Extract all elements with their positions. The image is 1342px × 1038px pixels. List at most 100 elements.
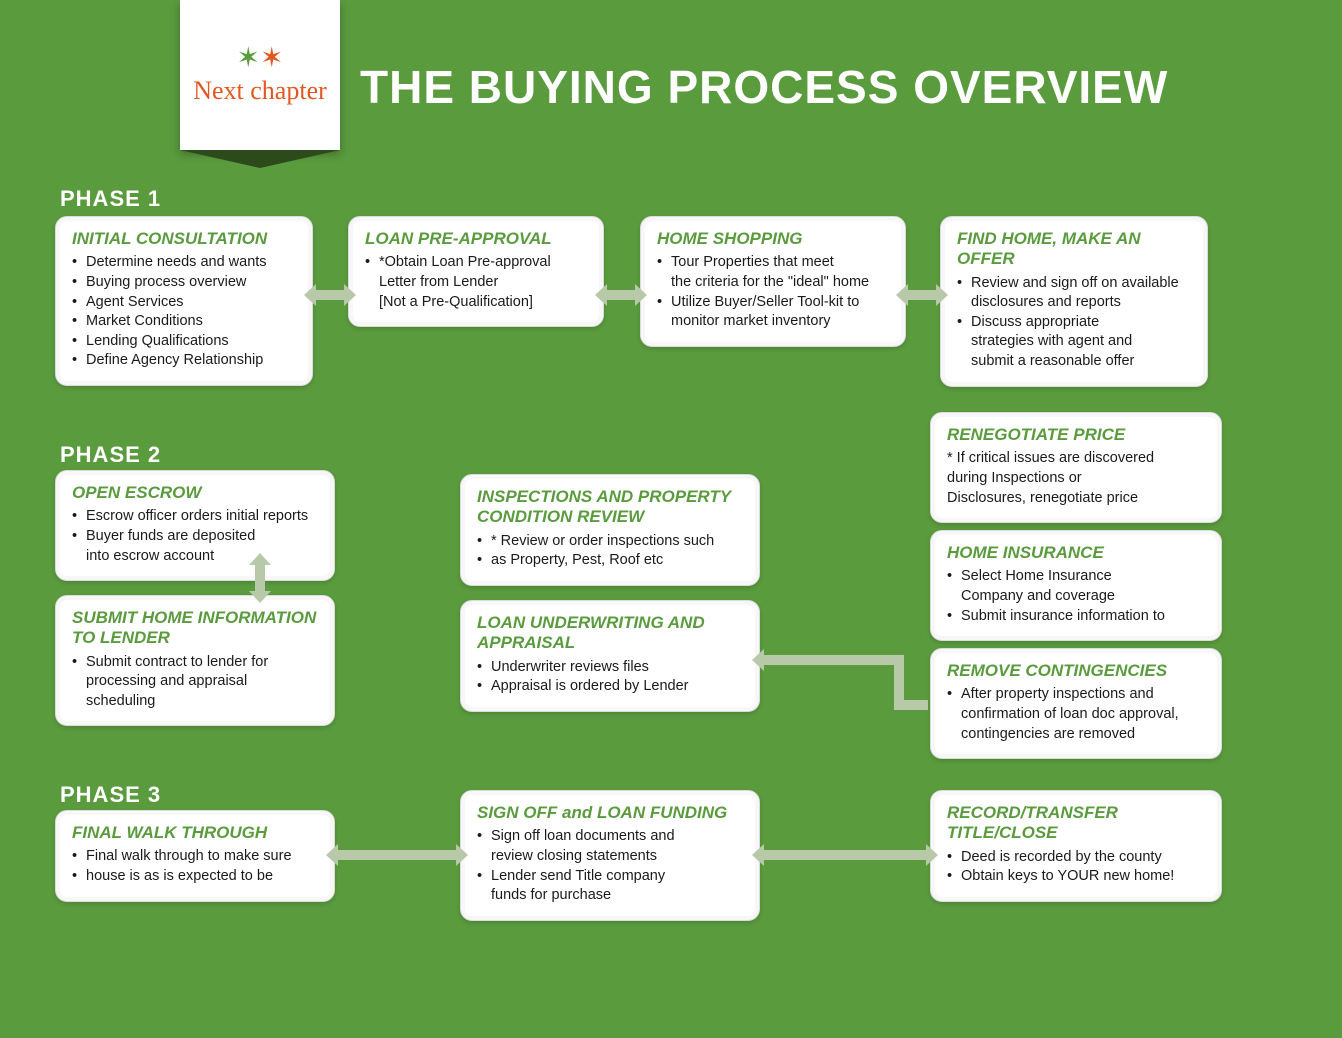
- list-item: Underwriter reviews files: [477, 658, 743, 678]
- list-item: Lending Qualifications: [72, 332, 296, 352]
- list-item: funds for purchase: [477, 886, 743, 906]
- list-item: Define Agency Relationship: [72, 351, 296, 371]
- list-item: Market Conditions: [72, 312, 296, 332]
- list-item: during Inspections or: [947, 469, 1205, 489]
- list-item: contingencies are removed: [947, 725, 1205, 745]
- list-item: [Not a Pre-Qualification]: [365, 293, 587, 313]
- card-title: FINAL WALK THROUGH: [72, 823, 318, 843]
- card-submit-lender: SUBMIT HOME INFORMATION TO LENDER Submit…: [55, 595, 335, 726]
- card-record-close: RECORD/TRANSFER TITLE/CLOSE Deed is reco…: [930, 790, 1222, 902]
- card-inspections: INSPECTIONS AND PROPERTY CONDITION REVIE…: [460, 474, 760, 586]
- list-item: Review and sign off on available: [957, 274, 1191, 294]
- list-item: Submit insurance information to: [947, 607, 1205, 627]
- list-item: house is as is expected to be: [72, 867, 318, 887]
- phase-3-label: PHASE 3: [60, 782, 161, 808]
- connector-line: [764, 655, 902, 665]
- list-item: submit a reasonable offer: [957, 352, 1191, 372]
- card-underwriting: LOAN UNDERWRITING AND APPRAISAL Underwri…: [460, 600, 760, 712]
- logo-star-icon: ✶✶: [237, 44, 284, 72]
- phase-2-label: PHASE 2: [60, 442, 161, 468]
- list-item: monitor market inventory: [657, 312, 889, 332]
- list-item: the criteria for the "ideal" home: [657, 273, 889, 293]
- list-item: Determine needs and wants: [72, 253, 296, 273]
- arrow-icon: [255, 565, 265, 591]
- card-title: INITIAL CONSULTATION: [72, 229, 296, 249]
- card-title: LOAN PRE-APPROVAL: [365, 229, 587, 249]
- list-item: review closing statements: [477, 847, 743, 867]
- card-renegotiate: RENEGOTIATE PRICE * If critical issues a…: [930, 412, 1222, 523]
- list-item: Buyer funds are deposited: [72, 527, 318, 547]
- list-item: Obtain keys to YOUR new home!: [947, 867, 1205, 887]
- list-item: into escrow account: [72, 547, 318, 567]
- card-title: RECORD/TRANSFER TITLE/CLOSE: [947, 803, 1205, 844]
- card-list: Final walk through to make sure house is…: [72, 847, 318, 886]
- list-item: Tour Properties that meet: [657, 253, 889, 273]
- card-title: OPEN ESCROW: [72, 483, 318, 503]
- list-item: strategies with agent and: [957, 332, 1191, 352]
- list-item: After property inspections and: [947, 685, 1205, 705]
- list-item: Final walk through to make sure: [72, 847, 318, 867]
- arrow-icon: [338, 850, 456, 860]
- list-item: Submit contract to lender for: [72, 653, 318, 673]
- card-list: Escrow officer orders initial reports Bu…: [72, 507, 318, 566]
- card-list: Select Home Insurance Company and covera…: [947, 567, 1205, 626]
- card-remove-contingencies: REMOVE CONTINGENCIES After property insp…: [930, 648, 1222, 759]
- card-make-offer: FIND HOME, MAKE AN OFFER Review and sign…: [940, 216, 1208, 387]
- list-item: Sign off loan documents and: [477, 827, 743, 847]
- list-item: Utilize Buyer/Seller Tool-kit to: [657, 293, 889, 313]
- list-item: Agent Services: [72, 293, 296, 313]
- list-item: Escrow officer orders initial reports: [72, 507, 318, 527]
- card-list: Determine needs and wants Buying process…: [72, 253, 296, 370]
- list-item: Lender send Title company: [477, 867, 743, 887]
- logo-brand-text: Next chapter: [193, 76, 327, 106]
- arrow-icon: [316, 290, 344, 300]
- card-list: Sign off loan documents and review closi…: [477, 827, 743, 905]
- card-title: HOME INSURANCE: [947, 543, 1205, 563]
- list-item: confirmation of loan doc approval,: [947, 705, 1205, 725]
- list-item: Deed is recorded by the county: [947, 848, 1205, 868]
- card-title: HOME SHOPPING: [657, 229, 889, 249]
- arrowhead-icon: [752, 649, 764, 671]
- card-title: INSPECTIONS AND PROPERTY CONDITION REVIE…: [477, 487, 743, 528]
- list-item: Discuss appropriate: [957, 313, 1191, 333]
- list-item: Disclosures, renegotiate price: [947, 489, 1205, 509]
- list-item: * Review or order inspections such: [477, 532, 743, 552]
- page-title: THE BUYING PROCESS OVERVIEW: [360, 60, 1168, 114]
- list-item: Appraisal is ordered by Lender: [477, 677, 743, 697]
- card-list: Review and sign off on available disclos…: [957, 274, 1191, 372]
- logo-tab: ✶✶ Next chapter: [180, 0, 340, 150]
- list-item: disclosures and reports: [957, 293, 1191, 313]
- card-list: After property inspections and confirmat…: [947, 685, 1205, 744]
- list-item: Buying process overview: [72, 273, 296, 293]
- card-final-walkthrough: FINAL WALK THROUGH Final walk through to…: [55, 810, 335, 902]
- card-list: Submit contract to lender for processing…: [72, 653, 318, 712]
- arrow-icon: [764, 850, 926, 860]
- card-home-shopping: HOME SHOPPING Tour Properties that meet …: [640, 216, 906, 347]
- card-title: SIGN OFF and LOAN FUNDING: [477, 803, 743, 823]
- list-item: processing and appraisal: [72, 672, 318, 692]
- list-item: Company and coverage: [947, 587, 1205, 607]
- card-title: SUBMIT HOME INFORMATION TO LENDER: [72, 608, 318, 649]
- phase-1-label: PHASE 1: [60, 186, 161, 212]
- card-list: * Review or order inspections such as Pr…: [477, 532, 743, 571]
- card-open-escrow: OPEN ESCROW Escrow officer orders initia…: [55, 470, 335, 581]
- list-item: as Property, Pest, Roof etc: [477, 551, 743, 571]
- connector-line: [894, 700, 928, 710]
- card-list: *Obtain Loan Pre-approval Letter from Le…: [365, 253, 587, 312]
- card-title: RENEGOTIATE PRICE: [947, 425, 1205, 445]
- list-item: * If critical issues are discovered: [947, 449, 1205, 469]
- card-list: * If critical issues are discovered duri…: [947, 449, 1205, 508]
- card-loan-preapproval: LOAN PRE-APPROVAL *Obtain Loan Pre-appro…: [348, 216, 604, 327]
- arrow-icon: [908, 290, 936, 300]
- card-title: FIND HOME, MAKE AN OFFER: [957, 229, 1191, 270]
- card-title: REMOVE CONTINGENCIES: [947, 661, 1205, 681]
- card-initial-consultation: INITIAL CONSULTATION Determine needs and…: [55, 216, 313, 386]
- card-title: LOAN UNDERWRITING AND APPRAISAL: [477, 613, 743, 654]
- card-list: Deed is recorded by the county Obtain ke…: [947, 848, 1205, 887]
- card-list: Tour Properties that meet the criteria f…: [657, 253, 889, 331]
- list-item: Select Home Insurance: [947, 567, 1205, 587]
- card-home-insurance: HOME INSURANCE Select Home Insurance Com…: [930, 530, 1222, 641]
- list-item: *Obtain Loan Pre-approval: [365, 253, 587, 273]
- list-item: scheduling: [72, 692, 318, 712]
- card-signoff-funding: SIGN OFF and LOAN FUNDING Sign off loan …: [460, 790, 760, 921]
